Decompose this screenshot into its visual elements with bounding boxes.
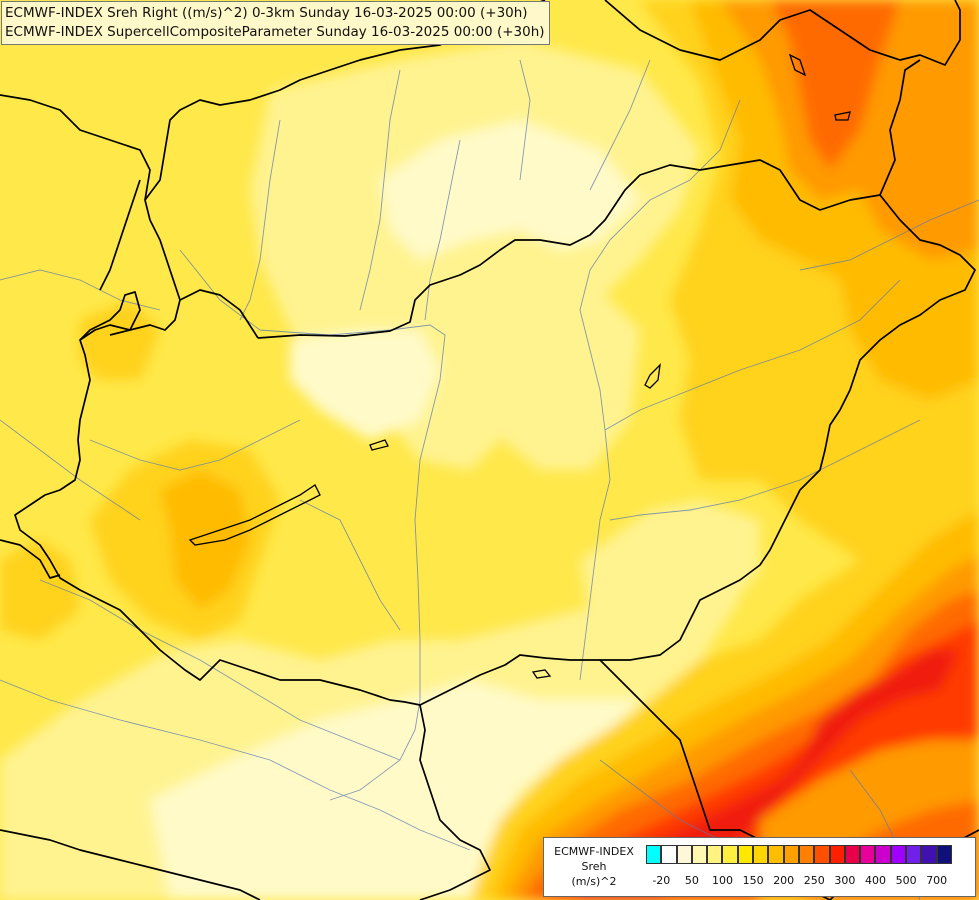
field-gold-nw <box>80 300 160 380</box>
border-ukraine-romania <box>879 59 921 196</box>
river-mures <box>609 419 921 521</box>
field-pale-southeast <box>580 500 760 660</box>
legend-tick-label: 400 <box>865 874 886 887</box>
title-line-sreh: ECMWF-INDEX Sreh Right ((m/s)^2) 0-3km S… <box>5 5 528 21</box>
legend-swatch <box>890 845 907 864</box>
border-neusiedl-edge <box>79 291 141 341</box>
river-sava <box>0 679 471 851</box>
color-legend: ECMWF-INDEX Sreh (m/s)^2 -20 50 100 150 200 2… <box>543 837 976 897</box>
legend-swatch <box>936 845 952 864</box>
legend-swatch <box>768 845 784 864</box>
river-raba <box>89 419 301 471</box>
river-south-east <box>599 759 721 841</box>
river-tisza <box>579 99 741 681</box>
river-vah <box>359 69 401 311</box>
legend-swatch <box>906 845 922 864</box>
legend-swatch <box>646 845 662 864</box>
field-pale-south-core <box>150 680 640 900</box>
river-west-trib <box>0 419 141 521</box>
river-danube <box>179 249 446 801</box>
river-nw <box>0 269 161 311</box>
legend-swatch <box>722 845 738 864</box>
legend-swatch <box>753 845 769 864</box>
legend-tick-label: 700 <box>926 874 948 887</box>
legend-tick-labels: -20 50 100 150 200 250 300 400 500 700 <box>646 874 976 890</box>
legend-text: ECMWF-INDEX Sreh (m/s)^2 <box>546 844 642 889</box>
legend-tick-label: 50 <box>684 874 699 887</box>
legend-swatch <box>860 845 876 864</box>
lake-small-south <box>531 669 552 679</box>
border-croatia-bosnia <box>0 829 261 900</box>
legend-swatch <box>691 845 708 864</box>
lake-small-ne2 <box>834 111 851 121</box>
legend-swatch <box>676 845 692 864</box>
legend-swatch <box>783 845 799 864</box>
lake-small-east <box>644 363 661 389</box>
lake-balaton <box>188 484 321 546</box>
river-sio <box>299 499 401 631</box>
legend-product: ECMWF-INDEX <box>554 845 634 858</box>
border-ukraine-poland <box>604 0 961 66</box>
field-dark-orange-ne <box>770 0 900 170</box>
legend-swatch <box>798 845 815 864</box>
lakes <box>188 53 851 679</box>
legend-swatch <box>661 845 677 864</box>
legend-swatch <box>844 845 861 864</box>
field-pale-north-core <box>380 120 640 260</box>
field-pale-center <box>290 330 440 440</box>
river-koros <box>604 279 901 431</box>
legend-swatch <box>707 845 723 864</box>
lake-small-center <box>369 439 389 451</box>
legend-tick-label: 100 <box>712 874 733 887</box>
field-light-center <box>450 290 640 470</box>
legend-swatch <box>829 845 845 864</box>
lake-small-ne <box>788 53 807 77</box>
title-line-scp: ECMWF-INDEX SupercellCompositeParameter … <box>5 24 545 40</box>
map-title: ECMWF-INDEX Sreh Right ((m/s)^2) 0-3km S… <box>1 1 550 45</box>
legend-tick-label: 300 <box>834 874 856 887</box>
legend-swatch <box>875 845 891 864</box>
field-amber-west <box>160 470 250 610</box>
river-drava <box>39 579 401 761</box>
river-ne-trib <box>589 59 651 191</box>
legend-tick-label: 250 <box>803 874 825 887</box>
border-czech <box>0 94 151 201</box>
legend-tick-label: -20 <box>652 874 671 887</box>
legend-tick-label: 500 <box>895 874 917 887</box>
river-morava <box>239 119 281 321</box>
river-hron <box>424 139 461 321</box>
legend-swatch <box>814 845 830 864</box>
river-north <box>519 59 531 181</box>
legend-tick-label: 200 <box>773 874 795 887</box>
legend-swatch <box>921 845 937 864</box>
field-gold-west2 <box>0 540 80 640</box>
border-hungary <box>14 159 976 706</box>
legend-tick-label: 150 <box>742 874 764 887</box>
border-austria-west <box>99 179 141 291</box>
legend-swatch <box>737 845 754 864</box>
border-serbia-bosnia <box>419 704 491 900</box>
border-croatia-slovenia <box>0 539 61 579</box>
river-east-trib <box>799 199 979 271</box>
legend-swatches <box>646 845 952 864</box>
legend-unit: (m/s)^2 <box>571 875 617 888</box>
legend-variable: Sreh <box>581 860 607 873</box>
